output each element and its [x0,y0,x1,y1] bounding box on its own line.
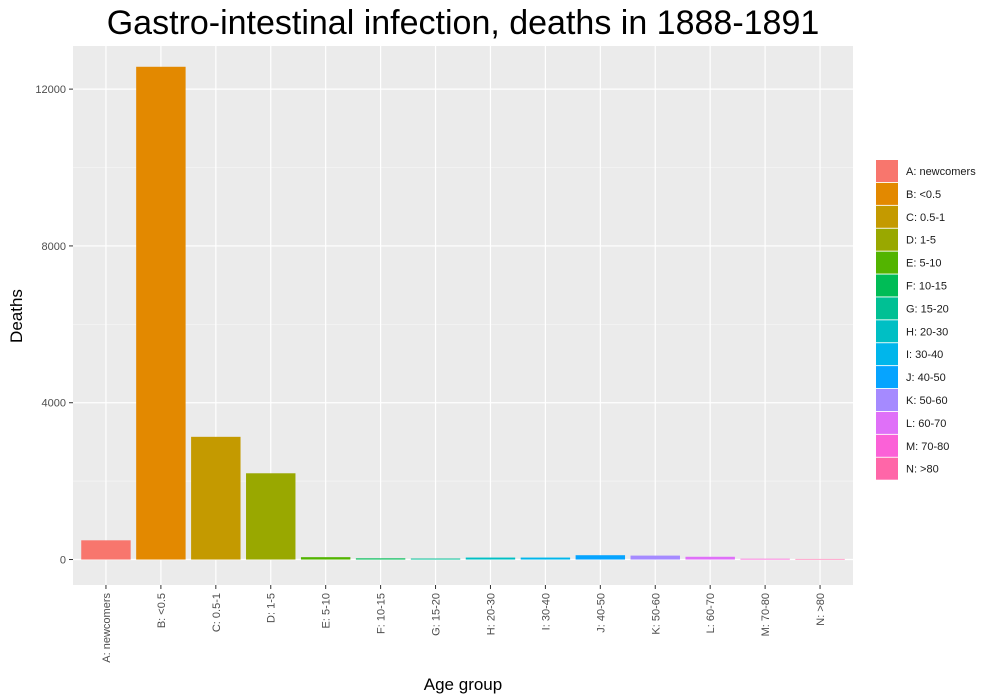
y-axis-title: Deaths [7,289,26,343]
legend-label: E: 5-10 [906,258,941,270]
bar [685,556,735,560]
legend-label: I: 30-40 [906,349,943,361]
x-tick-label: J: 40-50 [595,593,607,633]
legend-label: J: 40-50 [906,372,946,384]
legend-label: D: 1-5 [906,235,936,247]
x-tick-label: F: 10-15 [376,593,388,634]
y-tick-label: 4000 [42,398,66,410]
x-axis-title: Age group [424,675,502,694]
legend-label: G: 15-20 [906,303,949,315]
x-tick-label: C: 0.5-1 [211,593,223,632]
plot-panel [73,46,853,585]
legend: A: newcomers B: <0.5 C: 0.5-1 D: 1-5 E: 5-10… [876,160,976,480]
legend-key [876,182,898,205]
legend-key [876,457,898,480]
legend-key [876,274,898,297]
legend-key [876,297,898,320]
legend-label: B: <0.5 [906,189,941,201]
y-tick-label: 12000 [35,84,66,96]
legend-key [876,366,898,389]
legend-label: N: >80 [906,464,939,476]
legend-key [876,160,898,182]
x-tick-label: A: newcomers [101,593,113,663]
x-tick-label: N: >80 [815,593,827,626]
legend-label: F: 10-15 [906,281,947,293]
bar [740,558,790,560]
bar [300,557,351,560]
bar [136,66,186,560]
legend-key [876,228,898,251]
bar [355,558,406,560]
y-axis: 0 4000 8000 12000 [35,84,73,567]
legend-key [876,411,898,434]
y-tick-label: 8000 [42,241,66,253]
x-tick-label: E: 5-10 [321,593,333,628]
bar [795,558,845,560]
y-tick-label: 0 [60,555,66,567]
legend-key [876,434,898,457]
legend-key [876,205,898,228]
x-tick-label: K: 50-60 [650,593,662,635]
chart-title: Gastro-intestinal infection, deaths in 1… [107,4,820,42]
x-tick-label: M: 70-80 [760,593,772,636]
legend-key [876,389,898,411]
legend-label: M: 70-80 [906,441,949,453]
x-tick-label: I: 30-40 [540,593,552,630]
x-tick-label: D: 1-5 [266,593,278,623]
legend-key [876,320,898,343]
bar [575,555,626,560]
bar [246,473,296,560]
legend-label: L: 60-70 [906,418,946,430]
x-tick-label: H: 20-30 [485,593,497,635]
legend-key [876,343,898,366]
legend-label: A: newcomers [906,166,976,178]
legend-label: H: 20-30 [906,326,948,338]
x-axis: A: newcomers B: <0.5 C: 0.5-1 D: 1-5 E: 5-10… [101,585,827,663]
bar [191,436,241,560]
x-tick-label: L: 60-70 [705,593,717,633]
bar [630,555,680,560]
bar [465,557,516,560]
legend-key [876,251,898,274]
legend-label: C: 0.5-1 [906,212,945,224]
legend-label: K: 50-60 [906,395,948,407]
bar [520,557,571,560]
grid [73,46,853,585]
x-tick-label: B: <0.5 [156,593,168,628]
bar [410,558,461,560]
bar [81,540,131,560]
x-tick-label: G: 15-20 [431,593,443,636]
bars [81,66,845,560]
